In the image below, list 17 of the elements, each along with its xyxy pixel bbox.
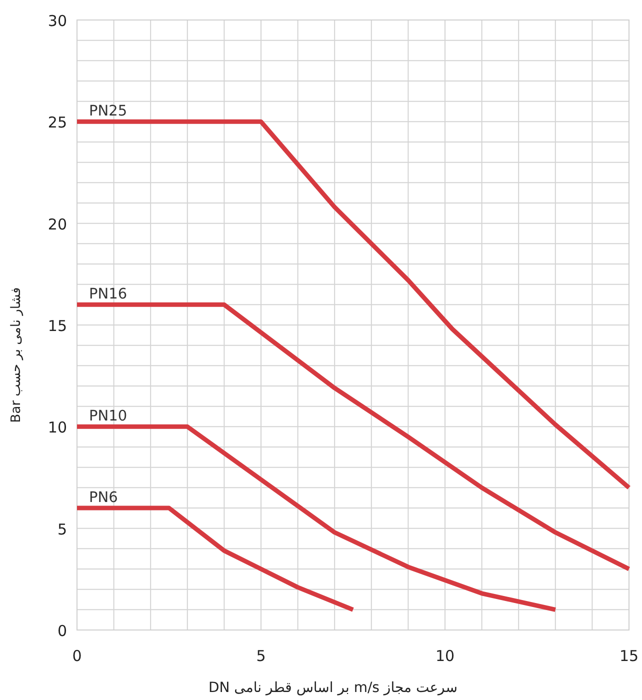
y-tick-label: 5 xyxy=(57,520,67,538)
series-label: PN16 xyxy=(89,286,128,303)
y-tick-label: 25 xyxy=(48,114,67,132)
y-tick-label: 0 xyxy=(57,622,67,640)
series-label: PN6 xyxy=(89,490,118,506)
y-tick-label: 15 xyxy=(48,317,67,335)
series-label: PN25 xyxy=(89,104,128,120)
x-tick-label: 0 xyxy=(72,647,82,665)
x-tick-label: 10 xyxy=(435,647,455,665)
y-axis-title: فشار نامی بر حسب Bar xyxy=(9,287,24,423)
x-axis-title: سرعت مجاز m/s بر اساس قطر نامی DN xyxy=(208,680,458,696)
x-tick-label: 5 xyxy=(256,647,266,665)
y-tick-label: 10 xyxy=(48,418,67,437)
series-label: PN10 xyxy=(89,408,128,425)
x-tick-label: 15 xyxy=(619,647,639,665)
y-tick-label: 30 xyxy=(48,12,67,30)
y-tick-label: 20 xyxy=(48,215,67,234)
